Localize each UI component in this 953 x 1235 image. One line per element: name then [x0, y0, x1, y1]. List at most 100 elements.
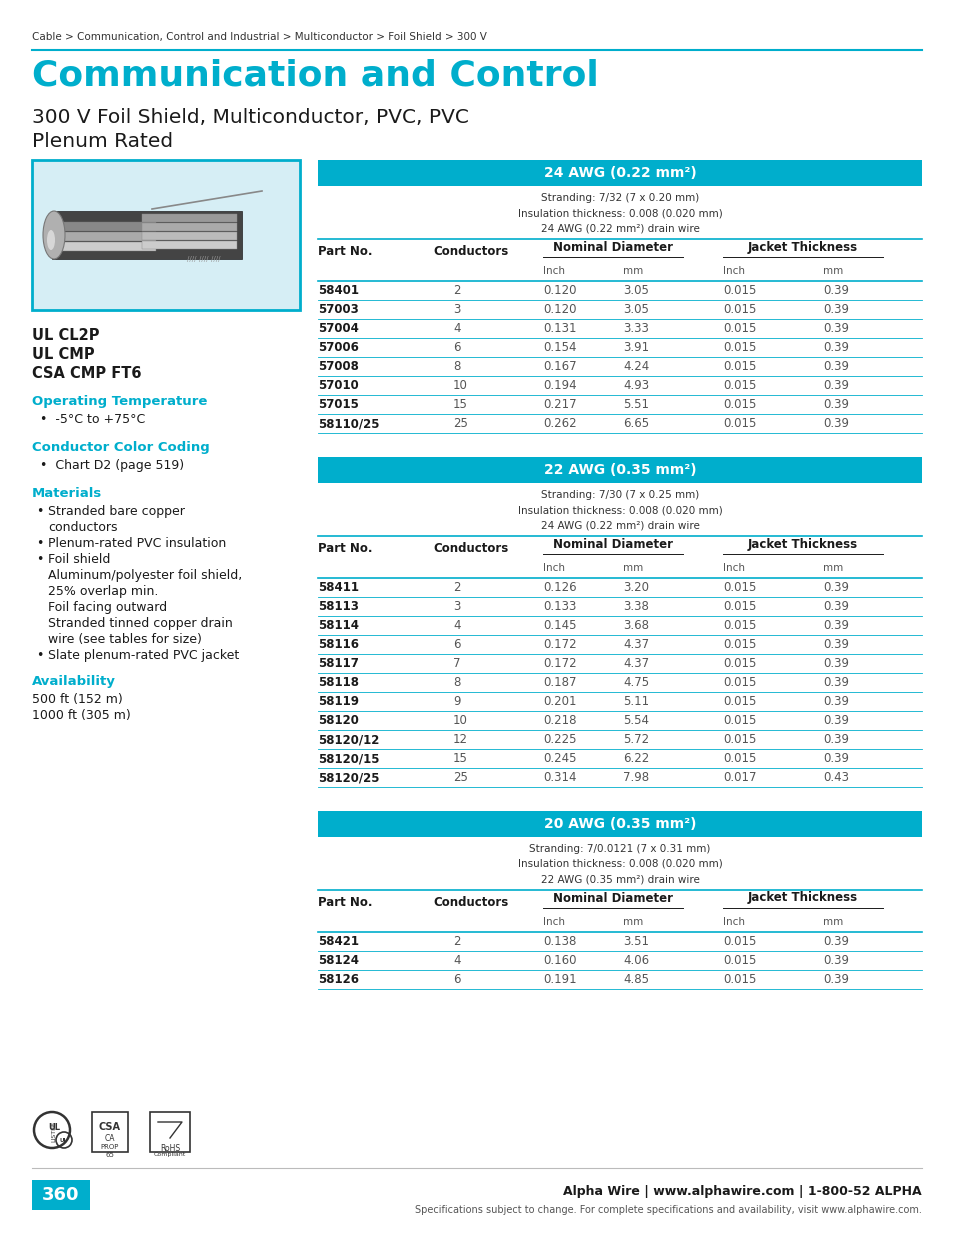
Text: 0.39: 0.39 [822, 752, 848, 764]
Text: 0.015: 0.015 [722, 638, 756, 651]
Text: 0.138: 0.138 [542, 935, 576, 948]
Text: Insulation thickness: 0.008 (0.020 mm): Insulation thickness: 0.008 (0.020 mm) [517, 860, 721, 869]
Text: Plenum-rated PVC insulation: Plenum-rated PVC insulation [48, 537, 226, 550]
Text: 0.201: 0.201 [542, 695, 576, 708]
Text: 57015: 57015 [317, 398, 358, 411]
Text: 5.51: 5.51 [622, 398, 648, 411]
Text: 6: 6 [453, 973, 460, 986]
Text: 0.160: 0.160 [542, 953, 576, 967]
Text: wire (see tables for size): wire (see tables for size) [48, 634, 202, 646]
Text: 4.75: 4.75 [622, 676, 648, 689]
Text: 0.015: 0.015 [722, 341, 756, 354]
Text: 0.191: 0.191 [542, 973, 576, 986]
Text: 0.314: 0.314 [542, 771, 576, 784]
Text: 0.131: 0.131 [542, 322, 576, 335]
Text: Inch: Inch [542, 266, 564, 275]
Bar [150, 1112, 190, 1152]
Text: 58124: 58124 [317, 953, 358, 967]
Text: Conductors: Conductors [433, 245, 508, 258]
Text: •  Chart D2 (page 519): • Chart D2 (page 519) [40, 459, 184, 472]
Text: Foil facing outward: Foil facing outward [48, 601, 167, 614]
Text: Plenum Rated: Plenum Rated [32, 132, 172, 151]
Text: 0.262: 0.262 [542, 417, 576, 430]
Text: 0.217: 0.217 [542, 398, 576, 411]
Text: 0.015: 0.015 [722, 398, 756, 411]
Text: 0.015: 0.015 [722, 303, 756, 316]
Text: 3.51: 3.51 [622, 935, 648, 948]
Text: 0.39: 0.39 [822, 580, 848, 594]
FancyBboxPatch shape [32, 161, 299, 310]
Text: 24 AWG (0.22 mm²) drain wire: 24 AWG (0.22 mm²) drain wire [540, 520, 699, 530]
Text: Stranding: 7/0.0121 (7 x 0.31 mm): Stranding: 7/0.0121 (7 x 0.31 mm) [529, 844, 710, 853]
Text: LISTEE: LISTEE [51, 1121, 56, 1142]
Text: 0.39: 0.39 [822, 322, 848, 335]
Text: Jacket Thickness: Jacket Thickness [747, 241, 857, 253]
Text: 0.39: 0.39 [822, 341, 848, 354]
Text: ////: //// [211, 256, 220, 262]
Bar [52, 211, 242, 259]
Bar [317, 811, 921, 837]
Text: 57010: 57010 [317, 379, 358, 391]
Text: 58411: 58411 [317, 580, 358, 594]
Text: Jacket Thickness: Jacket Thickness [747, 892, 857, 904]
Text: 0.39: 0.39 [822, 935, 848, 948]
Text: 0.194: 0.194 [542, 379, 576, 391]
Text: Communication and Control: Communication and Control [32, 58, 598, 91]
Text: mm: mm [622, 918, 642, 927]
Text: Cable > Communication, Control and Industrial > Multiconductor > Foil Shield > 3: Cable > Communication, Control and Indus… [32, 32, 486, 42]
Text: 0.172: 0.172 [542, 657, 576, 671]
Text: 0.015: 0.015 [722, 417, 756, 430]
Text: Part No.: Part No. [317, 541, 372, 555]
Text: 58120: 58120 [317, 714, 358, 727]
Text: 25: 25 [453, 417, 467, 430]
Text: 0.218: 0.218 [542, 714, 576, 727]
Text: Operating Temperature: Operating Temperature [32, 395, 207, 408]
Text: 5.72: 5.72 [622, 734, 648, 746]
Text: 7.98: 7.98 [622, 771, 648, 784]
Text: 0.39: 0.39 [822, 953, 848, 967]
Text: 58117: 58117 [317, 657, 358, 671]
Bar [317, 457, 921, 483]
Text: 4: 4 [453, 322, 460, 335]
Text: 0.167: 0.167 [542, 359, 576, 373]
Text: Stranded bare copper: Stranded bare copper [48, 505, 185, 517]
Bar [142, 214, 236, 222]
Text: 0.225: 0.225 [542, 734, 576, 746]
Text: mm: mm [822, 918, 842, 927]
Text: 0.39: 0.39 [822, 676, 848, 689]
Text: 58421: 58421 [317, 935, 358, 948]
Text: 3.33: 3.33 [622, 322, 648, 335]
Text: 0.015: 0.015 [722, 714, 756, 727]
Text: CSA CMP FT6: CSA CMP FT6 [32, 366, 141, 382]
Text: Insulation thickness: 0.008 (0.020 mm): Insulation thickness: 0.008 (0.020 mm) [517, 207, 721, 219]
Text: 7: 7 [453, 657, 460, 671]
Text: 0.015: 0.015 [722, 359, 756, 373]
Text: 4.06: 4.06 [622, 953, 648, 967]
Text: 65: 65 [106, 1152, 114, 1158]
Text: 0.39: 0.39 [822, 417, 848, 430]
Text: 5.54: 5.54 [622, 714, 648, 727]
Text: 10: 10 [453, 714, 467, 727]
Text: 8: 8 [453, 676, 460, 689]
Text: 0.017: 0.017 [722, 771, 756, 784]
Text: Conductors: Conductors [433, 895, 508, 909]
Text: 0.015: 0.015 [722, 619, 756, 632]
Text: 0.245: 0.245 [542, 752, 576, 764]
Text: 3.20: 3.20 [622, 580, 648, 594]
Text: 0.015: 0.015 [722, 676, 756, 689]
Text: 0.015: 0.015 [722, 580, 756, 594]
Bar [142, 232, 236, 240]
Text: 0.39: 0.39 [822, 379, 848, 391]
Text: 58120/15: 58120/15 [317, 752, 379, 764]
Text: CA: CA [105, 1134, 115, 1144]
Bar [317, 161, 921, 186]
Text: 57008: 57008 [317, 359, 358, 373]
Text: Inch: Inch [722, 918, 744, 927]
Text: 3.68: 3.68 [622, 619, 648, 632]
Text: 6: 6 [453, 638, 460, 651]
Text: 12: 12 [453, 734, 468, 746]
Text: 9: 9 [453, 695, 460, 708]
Text: 25% overlap min.: 25% overlap min. [48, 585, 158, 598]
Text: 0.120: 0.120 [542, 303, 576, 316]
Text: 0.015: 0.015 [722, 935, 756, 948]
